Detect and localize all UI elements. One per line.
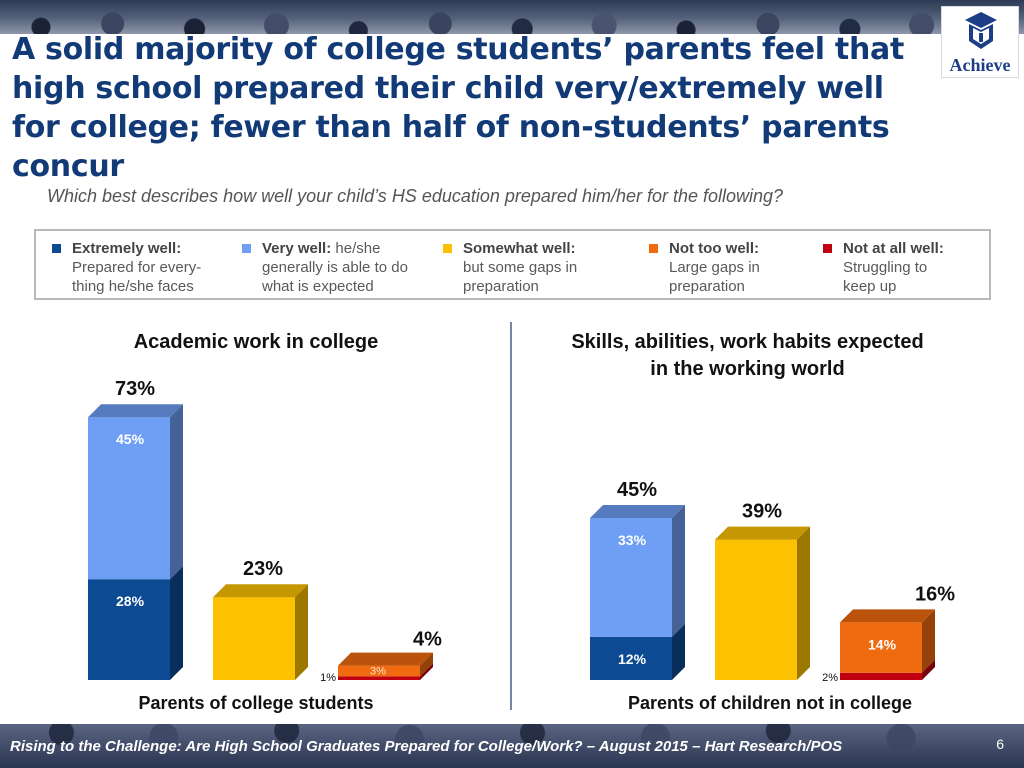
survey-question: Which best describes how well your child… xyxy=(47,186,784,206)
legend-item-not-too-well: Not too well: Large gaps in preparation xyxy=(649,239,819,296)
bar-total-label: 45% xyxy=(617,479,657,501)
bar-top xyxy=(338,652,433,666)
bar-segment xyxy=(88,417,170,580)
legend-label: Extremely well: xyxy=(72,240,182,257)
bar-total-label: 39% xyxy=(742,501,782,523)
bar-segment xyxy=(590,518,672,637)
logo-text: Achieve xyxy=(949,55,1011,75)
segment-label: 45% xyxy=(116,431,145,447)
legend-item-very-well: Very well: he/she generally is able to d… xyxy=(242,239,447,296)
bar-top xyxy=(590,505,685,518)
legend-label: Not too well: xyxy=(669,240,759,257)
segment-label: 1% xyxy=(320,672,336,684)
bar-side xyxy=(170,404,183,580)
segment-label: 12% xyxy=(618,651,647,667)
bar-side xyxy=(170,566,183,680)
bar-total-label: 73% xyxy=(115,378,155,400)
legend-item-extremely-well: Extremely well: Prepared for every- thin… xyxy=(52,239,242,296)
segment-label: 2% xyxy=(822,672,838,684)
chart-title-skills: Skills, abilities, work habits expected … xyxy=(571,331,924,380)
legend-desc-2: keep up xyxy=(843,278,897,295)
slide-title: A solid majority of college students’ pa… xyxy=(12,32,904,184)
legend-label: Very well: xyxy=(262,240,332,257)
group-label-college-parents: Parents of college students xyxy=(138,693,374,713)
legend-desc-1: Prepared for every- xyxy=(72,259,202,276)
legend-desc-2: preparation xyxy=(463,278,539,295)
bar-segment xyxy=(840,622,922,673)
bar-segment xyxy=(715,539,797,680)
bar-segment xyxy=(338,676,420,680)
bar-total-label: 16% xyxy=(915,583,955,605)
bar-side xyxy=(672,505,685,637)
bar-side xyxy=(672,623,685,680)
legend-item-somewhat-well: Somewhat well: but some gaps in preparat… xyxy=(443,239,633,296)
header-photo-band xyxy=(0,0,1024,34)
chart-title-academic: Academic work in college xyxy=(133,331,379,353)
legend-label: Not at all well: xyxy=(843,240,944,257)
legend-swatch xyxy=(823,244,832,253)
legend-desc-1: Struggling to xyxy=(843,259,928,276)
legend-swatch xyxy=(649,244,658,253)
bar-side xyxy=(420,652,433,677)
panel-divider xyxy=(510,322,512,710)
bar-total-label: 4% xyxy=(413,629,442,651)
bar-segment xyxy=(213,597,295,680)
segment-label: 3% xyxy=(370,666,386,678)
bar-segment xyxy=(88,579,170,680)
bar-side xyxy=(922,609,935,673)
legend-desc-0: he/she xyxy=(331,240,381,257)
bar-top xyxy=(840,609,935,623)
segment-label: 33% xyxy=(618,532,647,548)
group-label-noncollege-parents: Parents of children not in college xyxy=(627,693,913,713)
bar-segment xyxy=(338,665,420,677)
segment-label: 28% xyxy=(116,593,145,609)
legend-desc-1: Large gaps in xyxy=(669,259,760,276)
legend-swatch xyxy=(52,244,61,253)
bar-segment xyxy=(840,672,922,680)
legend-item-not-at-all-well: Not at all well: Struggling to keep up xyxy=(823,239,983,296)
legend-desc-2: preparation xyxy=(669,278,745,295)
legend-desc-2: what is expected xyxy=(262,278,374,295)
legend-swatch xyxy=(242,244,251,253)
footer-citation: Rising to the Challenge: Are High School… xyxy=(10,738,843,755)
page-number: 6 xyxy=(996,736,1004,752)
bar-top xyxy=(715,526,810,540)
bar-side xyxy=(420,663,433,680)
legend-desc-1: but some gaps in xyxy=(463,259,578,276)
bar-side xyxy=(922,659,935,680)
bar-total-label: 23% xyxy=(243,558,283,580)
chart-legend: Extremely well: Prepared for every- thin… xyxy=(34,229,991,300)
bar-top xyxy=(88,404,183,418)
achieve-logo-icon xyxy=(965,12,997,49)
bar-segment xyxy=(590,636,672,680)
bar-top xyxy=(213,584,308,598)
legend-label: Somewhat well: xyxy=(463,240,576,257)
bar-side xyxy=(295,584,308,680)
legend-desc-2: thing he/she faces xyxy=(72,278,194,295)
legend-desc-1: generally is able to do xyxy=(262,259,408,276)
achieve-logo: Achieve xyxy=(941,6,1019,78)
bar-side xyxy=(797,526,810,680)
legend-swatch xyxy=(443,244,452,253)
footer-band: Rising to the Challenge: Are High School… xyxy=(0,724,1024,768)
segment-label: 14% xyxy=(868,636,897,652)
